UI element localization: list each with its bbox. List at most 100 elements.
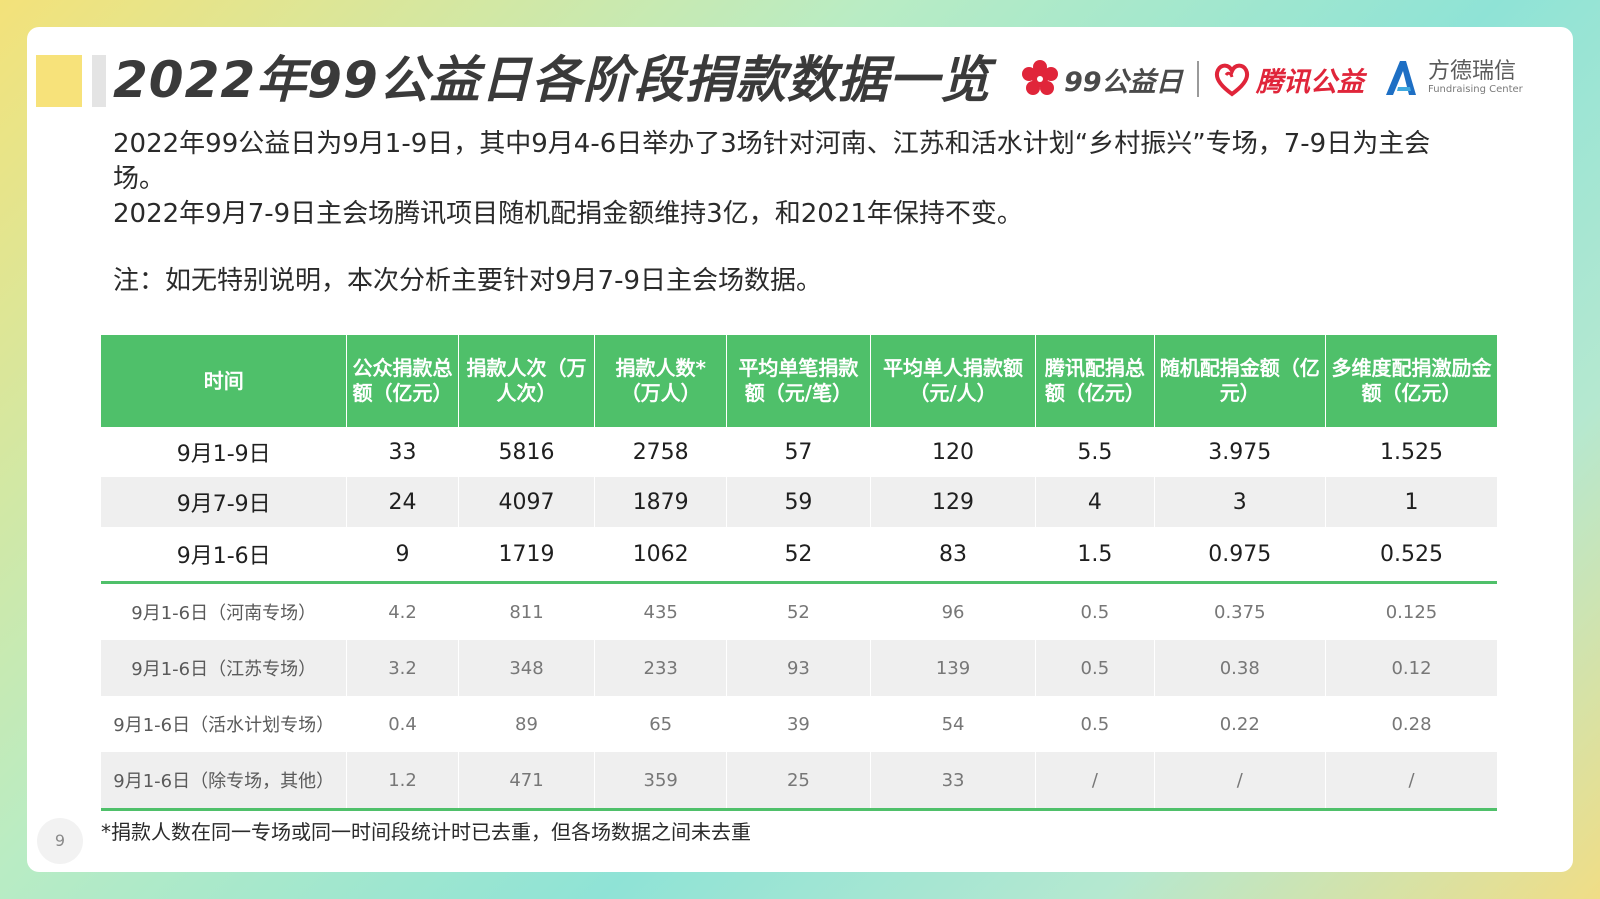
logo-tencent-text: 腾讯公益 bbox=[1256, 66, 1364, 98]
cell: 25 bbox=[726, 752, 871, 811]
cell: 435 bbox=[594, 582, 727, 640]
partner-logos: 99公益日 腾讯公益 方德瑞信 Fundraising Center bbox=[1020, 55, 1550, 105]
table-row: 9月1-6日（除专场，其他） 1.2 471 359 25 33 / / / bbox=[101, 752, 1497, 811]
table-header-row: 时间 公众捐款总额（亿元） 捐款人次（万人次） 捐款人数*（万人） 平均单笔捐款… bbox=[101, 335, 1497, 427]
cell: 0.38 bbox=[1154, 640, 1326, 696]
logo-99-text: 99公益日 bbox=[1064, 66, 1183, 98]
cell: 139 bbox=[870, 640, 1037, 696]
table-row: 9月1-6日（江苏专场） 3.2 348 233 93 139 0.5 0.38… bbox=[101, 640, 1497, 696]
cell: 5816 bbox=[458, 427, 596, 477]
cell: 9月7-9日 bbox=[101, 477, 348, 527]
cell: 39 bbox=[726, 696, 871, 752]
cell: 1879 bbox=[594, 477, 727, 527]
cell: 471 bbox=[458, 752, 596, 811]
header-public-donation-total: 公众捐款总额（亿元） bbox=[346, 335, 459, 427]
analysis-note: 注：如无特别说明，本次分析主要针对9月7-9日主会场数据。 bbox=[113, 266, 823, 296]
cell: 9月1-6日（江苏专场） bbox=[101, 640, 348, 696]
cell: 83 bbox=[870, 527, 1037, 584]
cell: 52 bbox=[726, 582, 871, 640]
cell: 9月1-6日 bbox=[101, 527, 348, 584]
fd-logo-mark-icon bbox=[1386, 61, 1416, 95]
cell: 9月1-9日 bbox=[101, 427, 348, 477]
table-row: 9月1-6日（活水计划专场） 0.4 89 65 39 54 0.5 0.22 … bbox=[101, 696, 1497, 752]
footnote: *捐款人数在同一专场或同一时间段统计时已去重，但各场数据之间未去重 bbox=[101, 820, 751, 844]
cell: 1.5 bbox=[1035, 527, 1155, 584]
cell: 1.2 bbox=[346, 752, 459, 811]
header-tencent-match-total: 腾讯配捐总额（亿元） bbox=[1035, 335, 1155, 427]
cell: 1062 bbox=[594, 527, 727, 584]
header-donation-count: 捐款人次（万人次） bbox=[458, 335, 596, 427]
cell: 3.2 bbox=[346, 640, 459, 696]
cell: 57 bbox=[726, 427, 871, 477]
cell: 0.5 bbox=[1035, 696, 1155, 752]
cell: 3 bbox=[1154, 477, 1326, 527]
table-row: 9月7-9日 24 4097 1879 59 129 4 3 1 bbox=[101, 477, 1497, 527]
intro-text: 2022年99公益日为9月1-9日，其中9月4-6日举办了3场针对河南、江苏和活… bbox=[113, 127, 1473, 232]
red-flower-icon bbox=[1022, 60, 1058, 95]
heart-icon bbox=[1214, 63, 1250, 97]
cell: 96 bbox=[870, 582, 1037, 640]
cell: 233 bbox=[594, 640, 727, 696]
header-avg-per-donation: 平均单笔捐款额（元/笔） bbox=[726, 335, 871, 427]
cell: 65 bbox=[594, 696, 727, 752]
cell: 0.4 bbox=[346, 696, 459, 752]
cell: 0.28 bbox=[1391, 713, 1432, 735]
logo-fd-cn: 方德瑞信 bbox=[1428, 59, 1517, 84]
header-time: 时间 bbox=[101, 335, 348, 427]
cell: 359 bbox=[594, 752, 727, 811]
cell: 3.975 bbox=[1154, 427, 1326, 477]
cell: 811 bbox=[458, 582, 596, 640]
title-accent-stripe bbox=[92, 55, 106, 107]
cell: 52 bbox=[726, 527, 871, 584]
cell: 1 bbox=[1325, 477, 1497, 527]
cell: 129 bbox=[870, 477, 1037, 527]
header-donor-count: 捐款人数*（万人） bbox=[594, 335, 727, 427]
cell: 59 bbox=[726, 477, 871, 527]
cell: 0.12 bbox=[1325, 640, 1497, 696]
cell: 9月1-6日（活水计划专场） bbox=[101, 696, 348, 752]
cell: / bbox=[1035, 752, 1155, 811]
cell: 54 bbox=[870, 696, 1037, 752]
table-row: 9月1-6日 9 1719 1062 52 83 1.5 0.975 0.525 bbox=[101, 527, 1497, 584]
header-random-match: 随机配捐金额（亿元） bbox=[1154, 335, 1326, 427]
99-charity-day-logo: 99公益日 bbox=[1020, 59, 1183, 99]
cell: 93 bbox=[726, 640, 871, 696]
cell: 0.375 bbox=[1154, 582, 1326, 640]
cell: 4 bbox=[1035, 477, 1155, 527]
page-number: 9 bbox=[37, 818, 83, 864]
cell: 0.125 bbox=[1385, 601, 1438, 623]
cell: 0.525 bbox=[1325, 527, 1497, 584]
cell: 9月1-6日（河南专场） bbox=[101, 582, 348, 640]
header-avg-per-donor: 平均单人捐款额（元/人） bbox=[870, 335, 1037, 427]
cell: / bbox=[1325, 752, 1497, 811]
cell: 120 bbox=[870, 427, 1037, 477]
cell: 33 bbox=[346, 427, 459, 477]
cell: 1.525 bbox=[1380, 439, 1443, 465]
cell: 2758 bbox=[594, 427, 727, 477]
cell: 348 bbox=[458, 640, 596, 696]
title-accent-block bbox=[36, 55, 82, 107]
cell: 4.2 bbox=[346, 582, 459, 640]
logo-divider bbox=[1197, 61, 1199, 97]
tencent-charity-logo: 腾讯公益 bbox=[1212, 59, 1364, 99]
logo-fd-en: Fundraising Center bbox=[1428, 84, 1523, 95]
cell: 0.975 bbox=[1154, 527, 1326, 584]
donation-data-table: 时间 公众捐款总额（亿元） 捐款人次（万人次） 捐款人数*（万人） 平均单笔捐款… bbox=[101, 335, 1497, 811]
cell: 0.22 bbox=[1154, 696, 1326, 752]
cell: 33 bbox=[870, 752, 1037, 811]
cell: 9月1-6日（除专场，其他） bbox=[101, 752, 348, 811]
fundraising-center-logo: 方德瑞信 Fundraising Center bbox=[1380, 57, 1523, 99]
cell: / bbox=[1154, 752, 1326, 811]
cell: 89 bbox=[458, 696, 596, 752]
cell: 0.5 bbox=[1035, 582, 1155, 640]
intro-line-1: 2022年99公益日为9月1-9日，其中9月4-6日举办了3场针对河南、江苏和活… bbox=[113, 129, 1431, 194]
cell: 5.5 bbox=[1035, 427, 1155, 477]
table-row: 9月1-9日 33 5816 2758 57 120 5.5 3.975 1.5… bbox=[101, 427, 1497, 477]
cell: 1719 bbox=[458, 527, 596, 584]
cell: 9 bbox=[346, 527, 459, 584]
table-row: 9月1-6日（河南专场） 4.2 811 435 52 96 0.5 0.375… bbox=[101, 582, 1497, 640]
page-title: 2022年99公益日各阶段捐款数据一览 bbox=[113, 51, 991, 109]
header-multi-dimension-match: 多维度配捐激励金额（亿元） bbox=[1325, 335, 1497, 427]
intro-line-2: 2022年9月7-9日主会场腾讯项目随机配捐金额维持3亿，和2021年保持不变。 bbox=[113, 199, 1023, 229]
cell: 24 bbox=[346, 477, 459, 527]
